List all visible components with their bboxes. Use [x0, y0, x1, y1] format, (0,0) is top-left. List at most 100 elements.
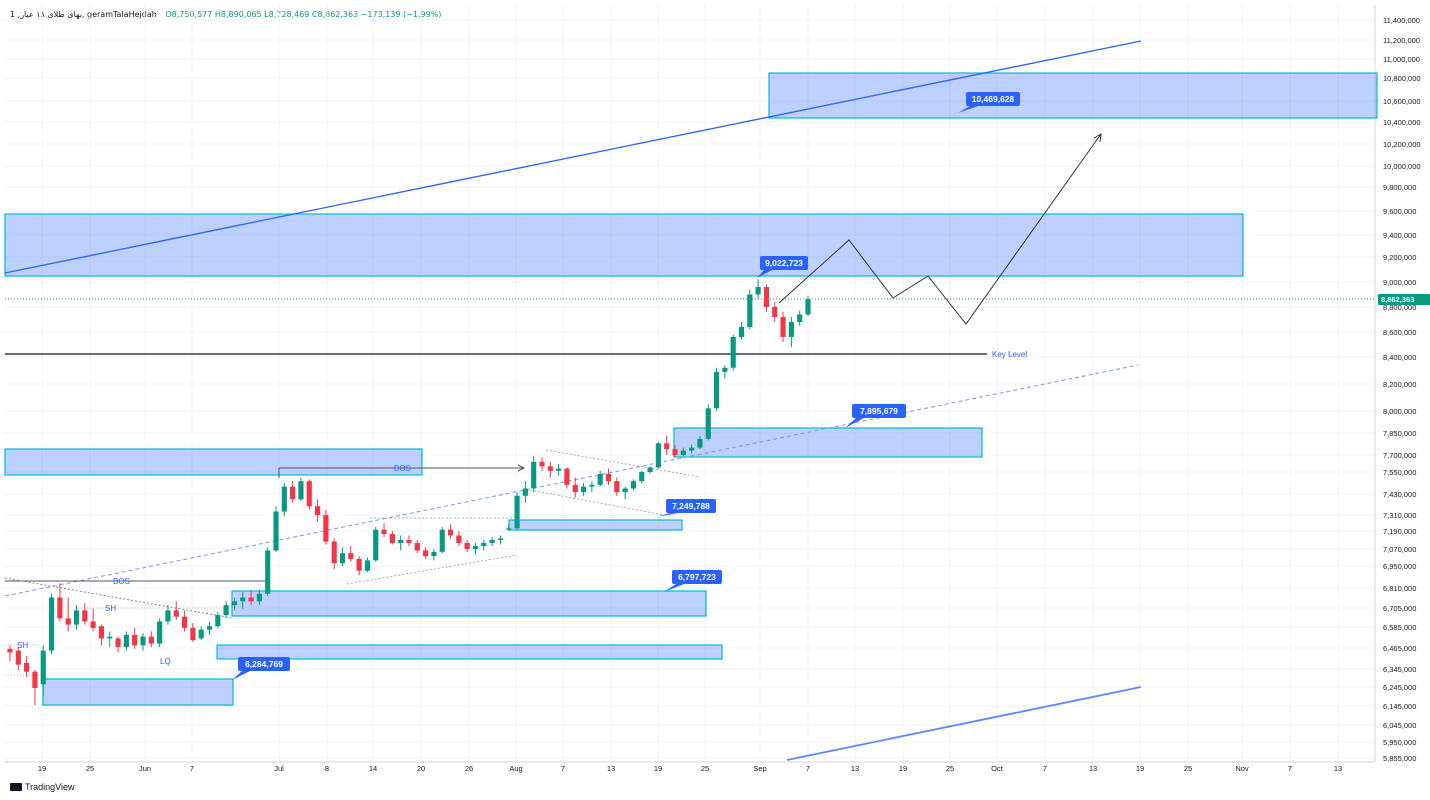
candle-body: [705, 408, 711, 439]
candle-body: [306, 481, 312, 507]
time-axis-tick: Nov: [1235, 764, 1249, 773]
price-axis-tick: 6,705,000: [1383, 604, 1416, 613]
candle-body: [597, 473, 603, 485]
projection-path: [778, 133, 1102, 325]
candle-body: [689, 447, 695, 451]
candle-body: [148, 636, 154, 644]
candle-body: [755, 287, 761, 295]
callout-pointer: [757, 270, 772, 278]
callout-box: [666, 499, 716, 513]
candle-body: [547, 466, 553, 471]
price-axis-tick: 6,245,000: [1383, 683, 1416, 692]
candle-body: [622, 488, 628, 493]
time-axis-tick: 7: [806, 764, 810, 773]
candle-body: [73, 610, 80, 625]
candle-body: [339, 553, 346, 564]
price-axis-tick: 9,200,000: [1383, 253, 1416, 262]
candle-body: [472, 546, 479, 549]
time-axis-tick: 13: [1089, 764, 1097, 773]
candle-body: [722, 367, 728, 372]
candle-body: [265, 550, 271, 594]
time-axis: 19 25 Jun 7 Jul 8 14 20 26 Aug 7 13 19 25 Sep 7 13 19 25 Oc…: [38, 764, 1342, 773]
price-callout-label: 7,895,679: [860, 406, 898, 416]
candle-body: [240, 597, 246, 602]
time-axis-tick: 7: [561, 764, 565, 773]
candle-body: [456, 535, 462, 543]
time-axis-tick: 25: [701, 764, 709, 773]
price-axis-tick: 6,045,000: [1383, 721, 1416, 730]
tradingview-brand[interactable]: TradingView: [10, 782, 75, 792]
time-axis-tick: 14: [369, 764, 377, 773]
candle-body: [198, 629, 204, 639]
price-axis-tick: 9,600,000: [1383, 207, 1416, 216]
candle-body: [630, 481, 637, 489]
dashed-trend-line: [4, 364, 1139, 597]
time-axis-tick: 7: [190, 764, 194, 773]
price-axis-tick: 6,345,000: [1383, 665, 1416, 674]
last-price-text: 8,862,363: [1381, 295, 1414, 304]
chart-header: 1 ,بهای طلای ۱۸ عیار, geramTalaHejdah O8…: [10, 10, 441, 19]
candle-body: [539, 461, 545, 467]
price-axis-tick: 8,000,000: [1383, 407, 1416, 416]
callout-box: [672, 570, 722, 584]
candle-body: [32, 671, 38, 688]
time-axis-tick: 13: [1334, 764, 1342, 773]
candle-body: [82, 610, 88, 622]
candle-body: [140, 636, 146, 646]
candle-body: [489, 540, 495, 543]
price-axis-tick: 7,430,000: [1383, 490, 1416, 499]
time-axis-tick: 19: [38, 764, 46, 773]
candle-body: [497, 538, 504, 540]
price-axis-tick: 10,800,000: [1383, 74, 1421, 83]
candle-body: [223, 605, 229, 616]
price-axis-tick: 9,400,000: [1383, 231, 1416, 240]
candle-body: [165, 610, 171, 622]
candle-body: [522, 488, 528, 496]
candle-body: [90, 621, 96, 628]
candle-body: [788, 322, 794, 337]
candle-body: [447, 529, 454, 536]
candle-body: [564, 468, 570, 485]
bos-lower-label: BOS: [113, 577, 130, 586]
candle-body: [314, 506, 321, 515]
candle-body: [506, 528, 512, 530]
candle-body: [464, 543, 470, 549]
zones: [4, 72, 1378, 706]
time-axis-tick: Jun: [139, 764, 151, 773]
brand-text: TradingView: [25, 782, 75, 792]
candle-body: [531, 461, 537, 489]
candle-body: [107, 636, 113, 639]
time-axis-tick: 7: [1288, 764, 1292, 773]
grid-lines: [5, 5, 1375, 760]
supply-demand-zone: [768, 72, 1378, 119]
sh-label-1: SH: [17, 641, 28, 650]
price-axis-tick: 5,950,000: [1383, 738, 1416, 747]
price-axis-tick: 7,190,000: [1383, 527, 1416, 536]
candle-body: [580, 486, 587, 493]
price-callout-label: 9,022,723: [765, 258, 803, 268]
pattern-lines: [346, 449, 701, 585]
candle-body: [431, 551, 437, 557]
time-axis-tick: 19: [1136, 764, 1144, 773]
price-axis-tick: 10,200,000: [1383, 140, 1421, 149]
candle-body: [15, 650, 21, 665]
candle-body: [364, 560, 371, 571]
candle-body: [481, 543, 487, 546]
upper-channel-line: [4, 40, 1142, 274]
supply-demand-zone: [4, 213, 1244, 277]
candle-body: [173, 610, 179, 617]
candle-body: [664, 443, 670, 450]
supply-demand-zone: [673, 427, 983, 458]
price-axis-tick: 8,600,000: [1383, 328, 1416, 337]
candle-body: [181, 616, 188, 628]
candle-body: [356, 558, 362, 571]
time-axis-tick: Aug: [509, 764, 522, 773]
candle-body: [24, 662, 30, 672]
candle-body: [738, 327, 745, 337]
candle-body: [614, 481, 620, 493]
time-axis-tick: 25: [86, 764, 94, 773]
bos-upper-label: BOS: [394, 464, 411, 473]
supply-demand-zone: [4, 448, 423, 476]
candle-body: [572, 484, 578, 493]
